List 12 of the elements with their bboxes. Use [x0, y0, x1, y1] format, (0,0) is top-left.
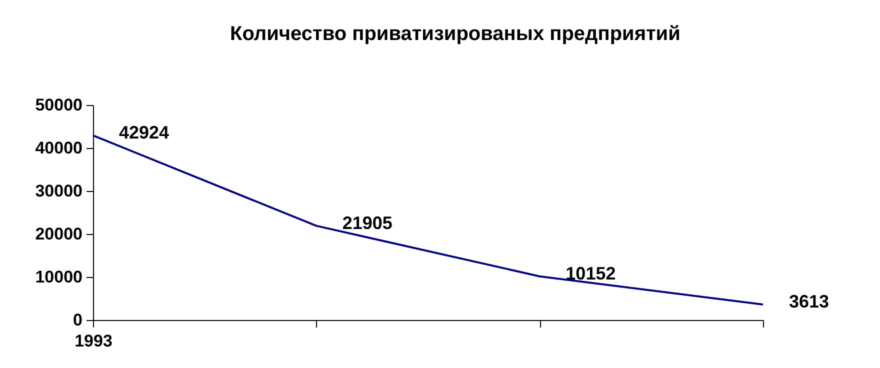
data-label: 10152: [566, 263, 616, 284]
x-tick-label: 1993: [74, 332, 112, 350]
chart-title: Количество приватизированых предприятий: [230, 23, 680, 45]
data-label: 42924: [119, 122, 170, 142]
data-label: 21905: [342, 212, 392, 233]
y-tick-label: 10000: [35, 268, 82, 286]
y-tick-label: 30000: [35, 182, 82, 200]
y-tick-label: 40000: [35, 138, 82, 158]
y-tick-label: 20000: [35, 224, 82, 244]
data-label: 3613: [789, 291, 830, 312]
y-tick-label: 50000: [35, 96, 82, 114]
y-tick-label: 0: [73, 310, 82, 330]
